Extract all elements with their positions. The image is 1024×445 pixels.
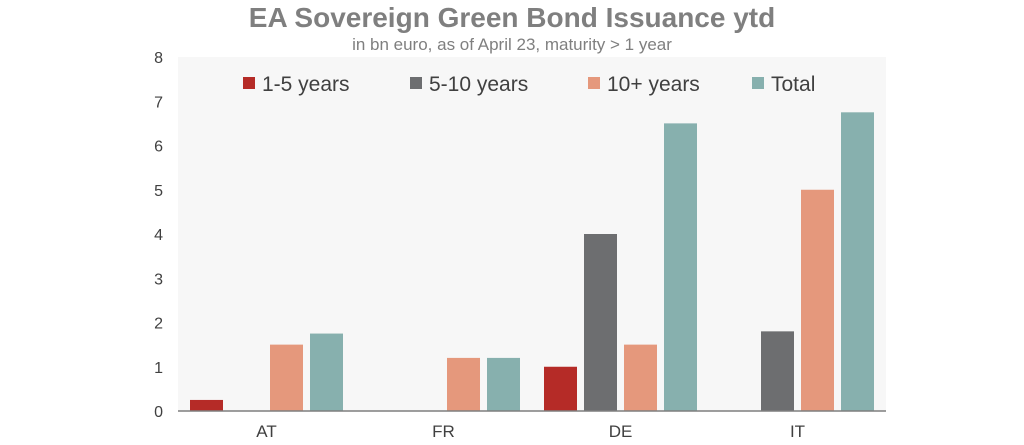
y-tick-label: 5 [154,183,163,200]
legend-label: 5-10 years [429,73,528,96]
bar [841,112,874,411]
bar [664,123,697,411]
legend-label: 1-5 years [262,73,350,96]
legend-swatch [410,77,422,89]
y-tick-label: 8 [154,50,163,67]
legend-label: Total [771,73,815,96]
bar [624,344,657,411]
x-tick-label: IT [790,422,805,441]
chart-title: EA Sovereign Green Bond Issuance ytd [248,2,776,33]
bar [447,357,480,411]
bar [584,234,617,411]
y-tick-label: 3 [154,271,163,288]
chart-subtitle: in bn euro, as of April 23, maturity > 1… [352,35,672,54]
y-tick-label: 0 [154,404,163,421]
y-tick-label: 2 [154,316,163,333]
legend-label: 10+ years [607,73,700,96]
legend-swatch [752,77,764,89]
bar [270,344,303,411]
legend-swatch [588,77,600,89]
bar [190,399,223,411]
bar [761,331,794,411]
legend-swatch [243,77,255,89]
x-tick-label: AT [256,422,276,441]
y-tick-label: 6 [154,139,163,156]
bar [801,189,834,411]
y-tick-label: 7 [154,94,163,111]
bar [487,357,520,411]
y-tick-label: 1 [154,360,163,377]
y-tick-label: 4 [154,227,163,244]
bar [544,366,577,411]
x-tick-label: DE [609,422,633,441]
x-tick-label: FR [432,422,455,441]
bar [310,333,343,411]
